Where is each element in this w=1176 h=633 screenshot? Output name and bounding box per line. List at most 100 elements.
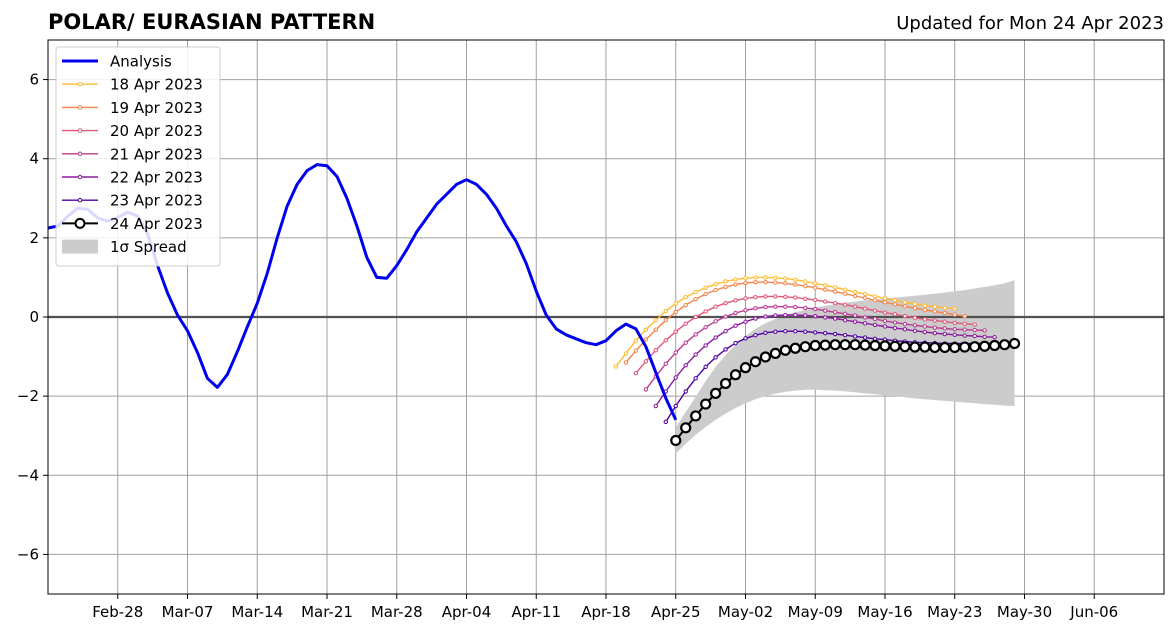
forecast-point: [733, 298, 738, 303]
forecast-point: [832, 285, 838, 290]
forecast-point: [733, 282, 738, 287]
spread-band-layer: [675, 280, 1015, 454]
forecast-point: [962, 327, 967, 332]
forecast-point: [823, 331, 828, 336]
x-tick-label: May-16: [857, 603, 912, 621]
forecast-point: [942, 326, 947, 331]
forecast-series-2: [623, 279, 967, 365]
forecast-point: [912, 306, 918, 311]
forecast-point: [912, 301, 918, 307]
current-forecast-point: [710, 387, 722, 399]
forecast-point: [842, 291, 848, 296]
current-forecast-point: [719, 377, 732, 390]
x-tick-label: May-23: [927, 603, 982, 621]
legend-swatch-marker: [77, 174, 83, 180]
current-forecast-point: [909, 341, 921, 353]
forecast-point: [773, 275, 778, 281]
forecast-point: [793, 329, 798, 334]
current-forecast-point: [1008, 337, 1021, 350]
forecast-point: [773, 329, 778, 334]
forecast-point: [862, 291, 868, 297]
forecast-point: [932, 304, 938, 309]
legend-label: 20 Apr 2023: [110, 122, 203, 140]
legend-label: Analysis: [110, 53, 172, 71]
forecast-point: [673, 329, 678, 334]
forecast-point: [872, 308, 878, 313]
current-forecast-point: [829, 339, 841, 351]
forecast-point: [942, 310, 947, 316]
forecast-point: [663, 308, 668, 314]
forecast-point: [793, 282, 798, 287]
legend-swatch-marker: [74, 217, 86, 229]
current-forecast-point: [749, 356, 762, 368]
current-forecast-point: [919, 341, 931, 353]
forecast-point: [902, 321, 908, 327]
forecast-point: [673, 403, 678, 409]
forecast-point: [832, 316, 838, 321]
forecast-point: [932, 331, 938, 336]
forecast-point: [813, 330, 818, 335]
forecast-point: [872, 294, 878, 299]
forecast-point: [872, 298, 878, 303]
forecast-point: [703, 285, 708, 290]
forecast-point: [942, 331, 947, 337]
legend: Analysis 18 Apr 2023 19 Apr 2023 20 Apr 202…: [55, 46, 221, 267]
forecast-point: [832, 300, 838, 306]
x-tick-label: May-30: [997, 603, 1052, 621]
forecast-point: [683, 302, 688, 308]
current-forecast-point: [989, 339, 1001, 352]
y-tick-label: −4: [17, 466, 39, 484]
forecast-point: [892, 302, 898, 307]
current-forecast-point: [859, 339, 871, 351]
legend-entry: 19 Apr 2023: [62, 99, 203, 117]
forecast-point: [972, 322, 977, 327]
legend-label: 21 Apr 2023: [110, 145, 203, 163]
current-forecast-point: [670, 434, 682, 447]
forecast-point: [902, 300, 908, 305]
forecast-point: [882, 324, 888, 329]
forecast-point: [763, 294, 768, 299]
x-tick-label: Apr-11: [512, 603, 562, 621]
forecast-point: [733, 340, 738, 346]
legend-box: [55, 46, 221, 267]
forecast-point: [773, 313, 778, 318]
forecast-point: [723, 314, 728, 319]
forecast-point: [653, 327, 659, 332]
forecast-point: [992, 334, 997, 340]
forecast-point: [882, 296, 888, 301]
y-tick-label: −6: [17, 545, 39, 563]
forecast-point: [842, 317, 848, 323]
forecast-point: [633, 338, 639, 343]
forecast-point: [753, 279, 758, 285]
current-forecast-point: [700, 398, 712, 410]
forecast-point: [623, 351, 629, 356]
current-forecast-point: [939, 341, 951, 354]
forecast-point: [693, 332, 698, 337]
spread-band: [675, 280, 1015, 454]
forecast-point: [693, 376, 698, 381]
forecast-point: [783, 312, 788, 318]
forecast-point: [932, 325, 938, 330]
legend-label: 24 Apr 2023: [110, 215, 203, 233]
forecast-point: [663, 419, 668, 425]
forecast-point: [942, 305, 947, 311]
forecast-point: [753, 316, 758, 321]
forecast-point: [852, 304, 858, 309]
forecast-point: [683, 321, 688, 326]
forecast-point: [793, 295, 798, 300]
forecast-point: [852, 319, 858, 324]
forecast-point: [823, 287, 828, 292]
legend-entry: 22 Apr 2023: [62, 169, 203, 187]
forecast-point: [852, 313, 858, 318]
forecast-point: [703, 364, 708, 370]
x-tick-label: Apr-25: [651, 603, 701, 621]
forecast-point: [763, 330, 768, 336]
legend-swatch-marker: [77, 128, 83, 133]
forecast-point: [663, 338, 668, 343]
forecast-point: [952, 332, 957, 338]
y-tick-label: 0: [29, 308, 39, 326]
x-tick-label: May-02: [718, 603, 773, 621]
y-tick-label: 6: [29, 71, 39, 89]
forecast-point: [613, 364, 619, 369]
forecast-point: [932, 309, 938, 314]
